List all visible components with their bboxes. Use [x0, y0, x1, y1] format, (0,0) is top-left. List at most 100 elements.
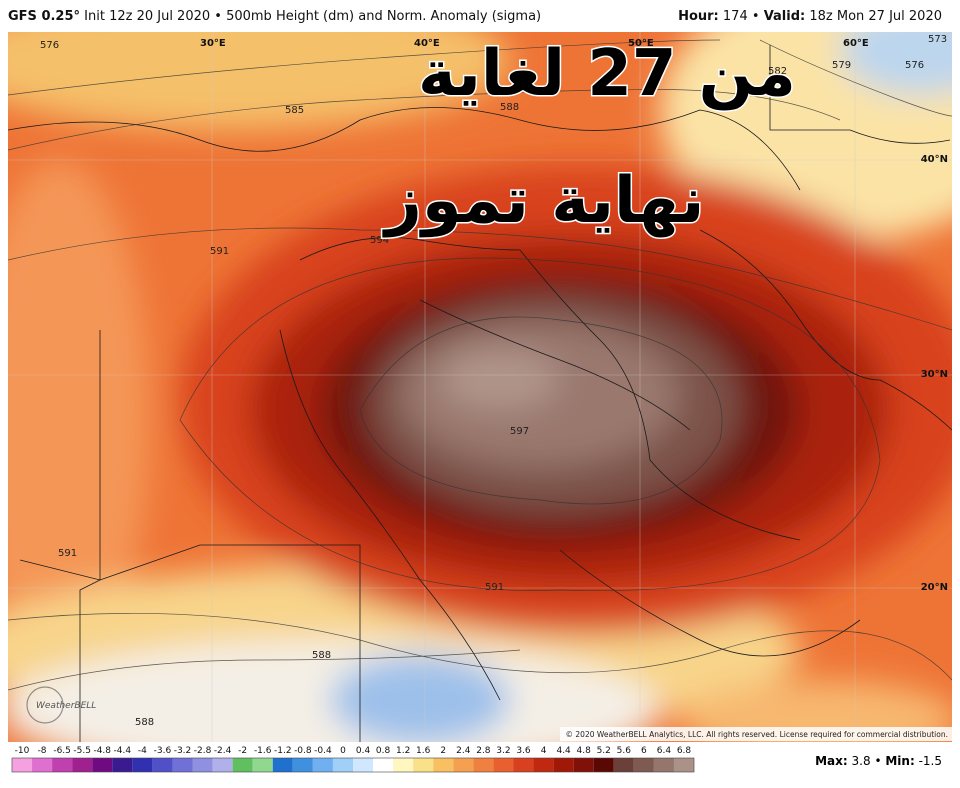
lon-label: 50°E	[628, 38, 654, 49]
contour-labels: 576 585 588 591 594 597 582 579 573 576 …	[40, 34, 947, 728]
color-swatch	[332, 758, 353, 772]
color-bar-tick: -6.5	[53, 746, 71, 756]
copyright: © 2020 WeatherBELL Analytics, LLC. All r…	[566, 730, 948, 739]
contour-label: 573	[928, 34, 947, 45]
contour-label: 585	[285, 105, 304, 116]
color-swatch	[132, 758, 153, 772]
color-bar-tick: 5.2	[597, 746, 611, 756]
contour-label: 591	[485, 582, 504, 593]
color-bar-tick: -2.8	[194, 746, 212, 756]
contour-label: 588	[312, 650, 331, 661]
color-bar-tick: 4.4	[556, 746, 571, 756]
color-swatch	[212, 758, 233, 772]
color-bar-tick: -0.4	[314, 746, 332, 756]
color-swatch	[192, 758, 213, 772]
header-left: GFS 0.25° Init 12z 20 Jul 2020 • 500mb H…	[8, 9, 541, 24]
color-swatch	[593, 758, 614, 772]
color-swatch	[573, 758, 594, 772]
color-bar-tick: 3.2	[496, 746, 510, 756]
lon-label: 30°E	[200, 38, 226, 49]
color-swatch	[272, 758, 293, 772]
color-swatch	[232, 758, 253, 772]
color-swatch	[513, 758, 534, 772]
graticule-labels: 30°E 40°E 50°E 60°E 40°N 30°N 20°N	[200, 38, 948, 593]
color-bar-tick: 6.4	[657, 746, 672, 756]
lon-label: 60°E	[843, 38, 869, 49]
color-bar-tick: -1.2	[274, 746, 292, 756]
color-bar-tick: 1.2	[396, 746, 410, 756]
color-swatch	[72, 758, 93, 772]
color-bar-tick: 4	[541, 746, 547, 756]
color-bar-tick: 1.6	[416, 746, 431, 756]
color-swatch	[493, 758, 514, 772]
color-swatch	[152, 758, 173, 772]
contour-label: 588	[135, 717, 154, 728]
color-swatch	[32, 758, 53, 772]
color-bar-tick: 0	[340, 746, 346, 756]
color-bar-tick: -4	[138, 746, 147, 756]
color-swatch	[653, 758, 674, 772]
color-swatch	[52, 758, 73, 772]
color-bar-tick: 2.8	[476, 746, 491, 756]
color-bar-frame	[11, 757, 695, 773]
header-right: Hour: 174 • Valid: 18z Mon 27 Jul 2020	[678, 9, 942, 24]
color-swatch	[252, 758, 273, 772]
color-bar-tick: -3.6	[154, 746, 172, 756]
contour-label: 591	[58, 548, 77, 559]
contour-label: 579	[832, 60, 851, 71]
contour-label: 576	[40, 40, 59, 51]
color-swatch	[292, 758, 313, 772]
contour-label: 594	[370, 235, 389, 246]
color-bar-tick: -5.5	[73, 746, 91, 756]
logo: WeatherBELL	[36, 701, 96, 711]
color-bar-tick: -4.8	[93, 746, 111, 756]
overlay-line-2: نهاية تموز	[382, 164, 704, 238]
color-swatch	[433, 758, 454, 772]
color-bar-tick: -3.2	[174, 746, 192, 756]
color-swatch	[413, 758, 434, 772]
color-bar-tick: 6	[641, 746, 647, 756]
color-bar-tick: 5.6	[617, 746, 632, 756]
color-bar-tick: -2	[238, 746, 247, 756]
contour-label: 597	[510, 426, 529, 437]
color-bar: -10 -8 -6.5 -5.5 -4.8 -4.4 -4 -3.6 -3.2 -2.8 -2.4-…	[11, 746, 695, 773]
color-swatch	[613, 758, 634, 772]
color-swatch	[553, 758, 574, 772]
color-swatch	[373, 758, 394, 772]
color-swatch	[453, 758, 474, 772]
color-swatch	[353, 758, 374, 772]
lon-label: 40°E	[414, 38, 440, 49]
color-bar-tick: 2	[440, 746, 446, 756]
lat-label: 20°N	[921, 582, 948, 593]
color-swatch	[473, 758, 494, 772]
color-swatch	[112, 758, 133, 772]
color-bar-tick: -4.4	[114, 746, 132, 756]
color-swatch	[533, 758, 554, 772]
color-swatch	[312, 758, 333, 772]
color-bar-tick: -8	[38, 746, 47, 756]
overlay-line-1: من 27 لغاية	[418, 37, 796, 111]
lat-label: 30°N	[921, 369, 948, 380]
color-swatch	[673, 758, 695, 772]
color-swatch	[92, 758, 113, 772]
color-swatch	[172, 758, 193, 772]
color-swatch	[11, 758, 33, 772]
color-bar-tick: -0.8	[294, 746, 312, 756]
max-min: Max: 3.8 • Min: -1.5	[815, 754, 942, 768]
contour-label: 576	[905, 60, 924, 71]
color-bar-tick: 6.8	[677, 746, 692, 756]
color-bar-tick: -1.6	[254, 746, 272, 756]
contour-label: 591	[210, 246, 229, 257]
color-bar-tick: -2.4	[214, 746, 232, 756]
color-bar-tick: 0.8	[376, 746, 391, 756]
contour-label: 588	[500, 102, 519, 113]
color-bar-tick: 3.6	[516, 746, 531, 756]
lat-label: 40°N	[921, 154, 948, 165]
color-swatch	[633, 758, 654, 772]
color-bar-tick: 4.8	[577, 746, 592, 756]
color-swatch	[393, 758, 414, 772]
color-bar-tick: 0.4	[356, 746, 371, 756]
